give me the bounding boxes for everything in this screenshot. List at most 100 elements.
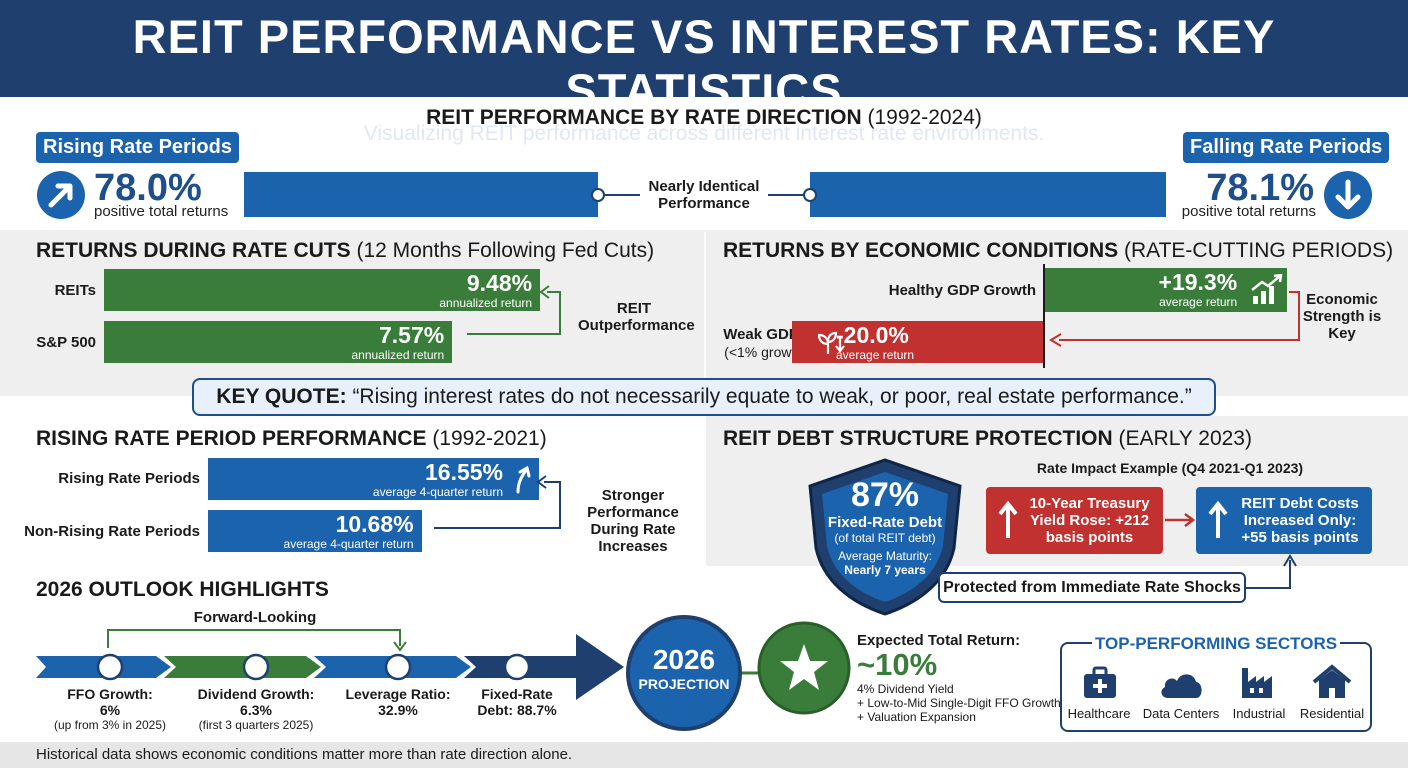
arrow-up-icon xyxy=(998,500,1018,538)
rate-cuts-title-main: RETURNS DURING RATE CUTS xyxy=(36,239,351,262)
outperformance-bracket xyxy=(467,285,561,335)
direction-connector xyxy=(591,188,817,202)
quote-label: KEY QUOTE: xyxy=(216,385,347,408)
page-title: REIT PERFORMANCE VS INTEREST RATES: KEY … xyxy=(132,10,1276,117)
sector-label: Industrial xyxy=(1232,706,1286,721)
stage-value: 6% xyxy=(99,702,121,718)
treasury-box: 10-Year Treasury Yield Rose: +212 basis … xyxy=(986,487,1163,554)
rising-direction-bar xyxy=(244,172,598,217)
header-banner: REIT PERFORMANCE VS INTEREST RATES: KEY … xyxy=(0,0,1408,145)
debt-title-main: REIT DEBT STRUCTURE PROTECTION xyxy=(723,427,1113,450)
nearly-identical-note: Nearly Identical Performance xyxy=(648,178,760,212)
expected-label: Expected Total Return: xyxy=(857,632,1021,649)
sector-label: Residential xyxy=(1299,706,1365,721)
expected-breakdown: 4% Dividend Yield + Low-to-Mid Single-Di… xyxy=(857,682,1061,724)
protected-connector xyxy=(1246,554,1297,589)
chart-category-label: Rising Rate Periods xyxy=(58,470,200,487)
outperformance-note: REIT Outperformance xyxy=(578,300,695,334)
chart-data-label: 16.55% xyxy=(424,459,503,485)
chart-unit-caption: annualized return xyxy=(351,348,445,362)
projection-year: 2026 xyxy=(652,644,716,675)
outlook-stage: Leverage Ratio: 32.9% xyxy=(334,686,462,718)
chart-bar: 7.57% annualized return xyxy=(104,321,453,363)
expected-line: + Low-to-Mid Single-Digit FFO Growth xyxy=(857,696,1061,710)
economic-title: RETURNS BY ECONOMIC CONDITIONS (RATE-CUT… xyxy=(723,239,1393,263)
example-title: Rate Impact Example (Q4 2021-Q1 2023) xyxy=(1036,460,1304,476)
chart-bar: 9.48% annualized return xyxy=(104,269,541,311)
shield-icon xyxy=(808,458,962,616)
rate-cuts-title-suffix: (12 Months Following Fed Cuts) xyxy=(356,239,655,262)
chart-data-label: +19.3% xyxy=(1158,269,1238,295)
economic-title-main: RETURNS BY ECONOMIC CONDITIONS xyxy=(723,239,1119,262)
chart-bar: 10.68% average 4-quarter return xyxy=(208,510,422,552)
stage-label: Dividend Growth: xyxy=(197,686,315,702)
arrow-up-icon xyxy=(1208,500,1228,538)
falling-caption: positive total returns xyxy=(1181,203,1316,220)
key-quote: KEY QUOTE: “Rising interest rates do not… xyxy=(192,378,1216,416)
rising-rate-pill: Rising Rate Periods xyxy=(36,132,239,163)
sectors-title: TOP-PERFORMING SECTORS xyxy=(1092,630,1340,658)
expected-line: + Valuation Expansion xyxy=(857,710,976,724)
rising-perf-title-main: RISING RATE PERIOD PERFORMANCE xyxy=(36,427,427,450)
stage-note: (up from 3% in 2025) xyxy=(53,718,167,732)
chart-unit-caption: average return xyxy=(1159,295,1238,309)
weak-gdp-note: (<1% growth) xyxy=(724,344,808,360)
falling-direction-bar xyxy=(810,172,1166,217)
factory-icon xyxy=(1242,668,1272,698)
wilting-plant-icon xyxy=(817,331,845,354)
stronger-bracket xyxy=(434,475,561,529)
direction-title: REIT PERFORMANCE BY RATE DIRECTION (1992… xyxy=(0,106,1408,130)
chart-bar: -20.0% average return xyxy=(792,321,1044,363)
shield-content: 87% Fixed-Rate Debt (of total REIT debt)… xyxy=(804,476,966,577)
chart-data-label: -20.0% xyxy=(836,322,909,348)
chart-category-label: Weak GDP xyxy=(723,326,799,343)
quote-text: “Rising interest rates do not necessaril… xyxy=(352,385,1192,408)
stage-label: Leverage Ratio: xyxy=(345,686,451,702)
shield-maturity-label: Average Maturity: xyxy=(838,549,932,563)
projection-circle: 2026 PROJECTION xyxy=(626,615,742,731)
rising-perf-title: RISING RATE PERIOD PERFORMANCE (1992-202… xyxy=(36,427,547,451)
debt-title: REIT DEBT STRUCTURE PROTECTION (EARLY 20… xyxy=(723,427,1252,451)
chart-unit-caption: average return xyxy=(836,348,915,362)
medical-bag-icon xyxy=(1084,666,1116,698)
expected-value: ~10% xyxy=(857,647,938,682)
chart-category-label: S&P 500 xyxy=(36,334,96,351)
outlook-stage: FFO Growth: 6% (up from 3% in 2025) xyxy=(40,686,180,733)
projection-label: PROJECTION xyxy=(638,676,730,692)
stage-note: (first 3 quarters 2025) xyxy=(198,718,314,732)
stage-value: 6.3% xyxy=(240,702,272,718)
rate-cuts-title: RETURNS DURING RATE CUTS (12 Months Foll… xyxy=(36,239,654,263)
star-icon xyxy=(757,621,851,715)
chart-data-label: 10.68% xyxy=(335,511,414,537)
growth-chart-icon xyxy=(1251,274,1283,304)
stage-label: FFO Growth: xyxy=(67,686,153,702)
house-icon xyxy=(1312,664,1352,698)
protected-box: Protected from Immediate Rate Shocks xyxy=(938,572,1246,603)
chart-category-label: Non-Rising Rate Periods xyxy=(24,523,200,540)
sector-label: Data Centers xyxy=(1142,706,1220,721)
direction-title-years: (1992-2024) xyxy=(867,106,982,129)
economic-title-suffix: (RATE-CUTTING PERIODS) xyxy=(1123,239,1394,262)
rising-value: 78.0% xyxy=(94,167,202,209)
arrow-down-icon xyxy=(1324,171,1372,219)
outlook-stage: Fixed-Rate Debt: 88.7% xyxy=(458,686,576,718)
falling-rate-pill: Falling Rate Periods xyxy=(1183,132,1390,163)
economic-strength-arrow xyxy=(1049,291,1300,347)
chart-unit-caption: average 4-quarter return xyxy=(283,537,414,551)
arrow-up-icon xyxy=(516,465,531,494)
treasury-to-costs-arrow xyxy=(1165,513,1196,527)
direction-title-main: REIT PERFORMANCE BY RATE DIRECTION xyxy=(426,106,862,129)
sector-label: Healthcare xyxy=(1067,706,1131,721)
shield-maturity-value: Nearly 7 years xyxy=(844,563,926,577)
cloud-icon xyxy=(1161,674,1202,698)
page-subtitle: Visualizing REIT performance across diff… xyxy=(363,122,1045,145)
chart-unit-caption: annualized return xyxy=(439,296,533,310)
falling-value: 78.1% xyxy=(1206,167,1314,209)
economic-zero-axis xyxy=(1043,264,1045,368)
shield-value: 87% xyxy=(850,476,920,514)
footer-note: Historical data shows economic condition… xyxy=(0,742,1408,768)
chart-bar: +19.3% average return xyxy=(1044,268,1288,312)
rising-caption: positive total returns xyxy=(94,203,229,220)
stronger-note: Stronger Performance During Rate Increas… xyxy=(587,487,679,555)
outlook-timeline-arrow xyxy=(36,629,624,700)
